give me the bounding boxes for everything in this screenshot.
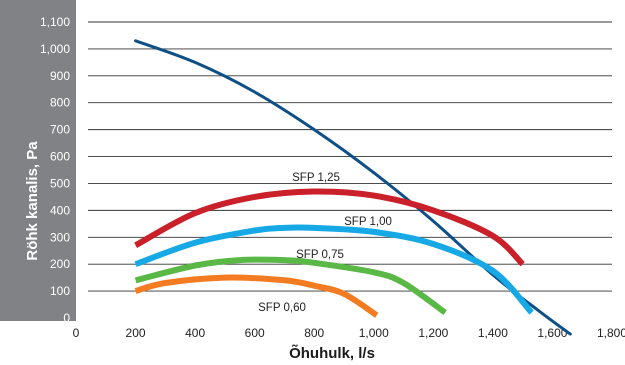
- y-tick-label: 700: [50, 123, 70, 137]
- series-label: SFP 0,75: [296, 249, 344, 261]
- y-tick-label: 500: [50, 176, 70, 190]
- x-tick-label: 0: [73, 326, 80, 340]
- sfp-curve-line: [136, 278, 377, 316]
- y-tick-label: 200: [50, 257, 70, 271]
- x-tick-label: 1,000: [359, 326, 389, 340]
- series-lines: [136, 41, 571, 334]
- y-tick-label: 1,000: [40, 42, 70, 56]
- x-tick-label: 1,800: [597, 326, 625, 340]
- y-tick-label: 400: [50, 203, 70, 217]
- y-axis-label: Röhk kanalis, Pa: [24, 141, 41, 261]
- x-tick-label: 1,200: [418, 326, 448, 340]
- y-tick-label: 0: [63, 311, 70, 325]
- x-tick-label: 1,400: [478, 326, 508, 340]
- y-tick-label: 1,100: [40, 15, 70, 29]
- sfp-curve-line: [136, 227, 532, 312]
- x-tick-label: 200: [126, 326, 146, 340]
- y-tick-label: 100: [50, 284, 70, 298]
- series-label: SFP 1,25: [292, 172, 340, 184]
- x-axis-label: Õhuhulk, l/s: [289, 344, 375, 362]
- x-tick-label: 400: [185, 326, 205, 340]
- x-tick-label: 800: [304, 326, 324, 340]
- series-label: SFP 1,00: [344, 216, 392, 228]
- series-label: SFP 0,60: [258, 302, 306, 314]
- x-tick-labels: 0 200 400 600 800 1,000 1,200 1,400 1,600 1,800: [73, 326, 625, 340]
- y-tick-label: 800: [50, 96, 70, 110]
- fan-curve-line: [136, 41, 571, 334]
- y-tick-label: 600: [50, 150, 70, 164]
- y-tick-label: 900: [50, 69, 70, 83]
- x-tick-label: 600: [245, 326, 265, 340]
- y-tick-label: 300: [50, 230, 70, 244]
